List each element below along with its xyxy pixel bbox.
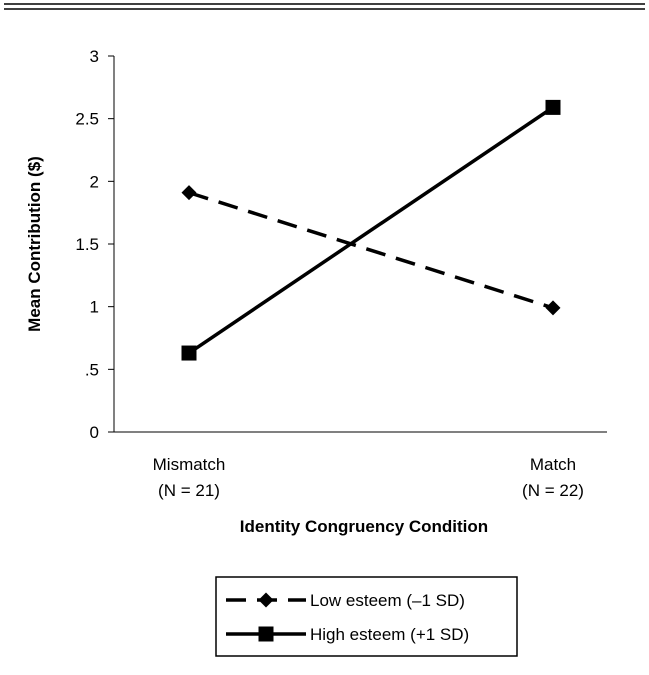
x-category-n-label: (N = 22) <box>522 481 584 500</box>
y-tick-label: 3 <box>90 47 99 66</box>
y-tick-label: 1 <box>90 298 99 317</box>
legend-marker-low-esteem <box>258 592 274 608</box>
plot-series <box>181 99 561 361</box>
y-tick-label: 1.5 <box>75 235 99 254</box>
y-axis-title: Mean Contribution ($) <box>25 156 44 332</box>
y-tick-label: 2 <box>90 172 99 191</box>
y-tick-label: 0 <box>90 423 99 442</box>
x-labels: Mismatch (N = 21) Match (N = 22) <box>153 455 584 500</box>
x-category-label: Mismatch <box>153 455 226 474</box>
high-esteem-line <box>188 105 554 355</box>
legend-box <box>215 576 518 657</box>
legend-items: Low esteem (–1 SD) High esteem (+1 SD) <box>226 591 469 644</box>
x-category-label: Match <box>530 455 576 474</box>
legend: Low esteem (–1 SD) High esteem (+1 SD) <box>215 576 518 657</box>
high-esteem-point <box>545 99 561 115</box>
x-axis: Mismatch (N = 21) Match (N = 22) <box>114 431 607 500</box>
legend-label-high-esteem: High esteem (+1 SD) <box>310 625 469 644</box>
y-ticks: 0 .5 1 1.5 2 2.5 3 <box>75 47 114 442</box>
low-esteem-series <box>181 185 561 316</box>
x-axis-title: Identity Congruency Condition <box>240 517 488 536</box>
legend-label-low-esteem: Low esteem (–1 SD) <box>310 591 465 610</box>
x-category-n-label: (N = 21) <box>158 481 220 500</box>
high-esteem-point <box>181 345 197 361</box>
legend-item-low-esteem: Low esteem (–1 SD) <box>226 591 465 610</box>
low-esteem-line <box>188 190 554 310</box>
header-rule <box>4 3 645 10</box>
y-tick-label: 2.5 <box>75 110 99 129</box>
legend-marker-high-esteem <box>258 626 274 642</box>
y-axis: 0 .5 1 1.5 2 2.5 3 <box>75 47 115 442</box>
high-esteem-series <box>181 99 561 361</box>
low-esteem-point <box>545 300 561 316</box>
legend-item-high-esteem: High esteem (+1 SD) <box>226 625 469 644</box>
y-tick-label: .5 <box>85 360 99 379</box>
low-esteem-point <box>181 185 197 201</box>
